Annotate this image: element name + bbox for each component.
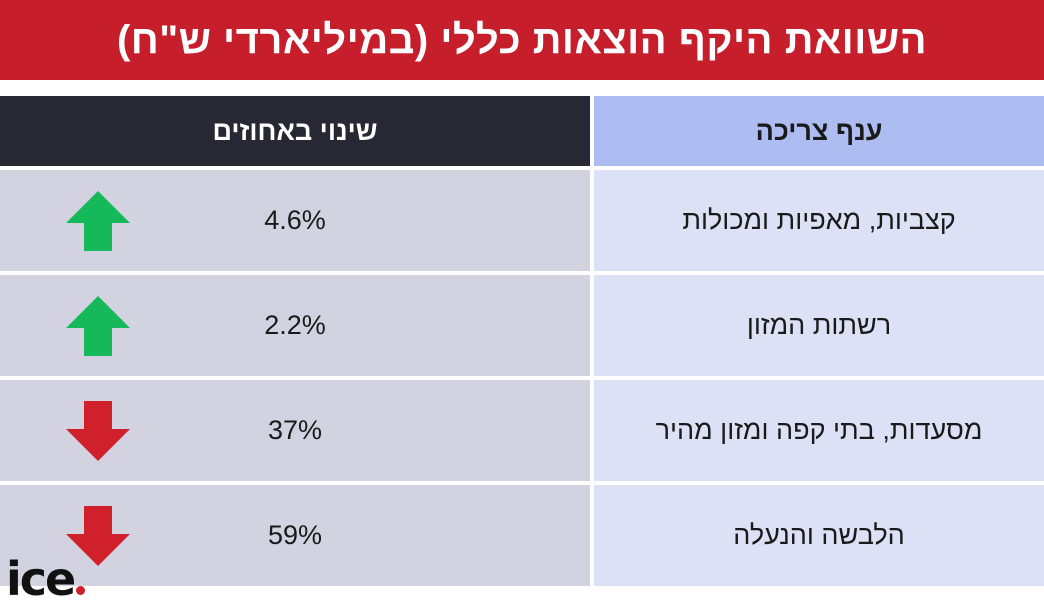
header-category-label: ענף צריכה xyxy=(755,115,883,146)
change-cell: 37% xyxy=(0,380,590,481)
change-value: 2.2% xyxy=(264,310,326,340)
arrow-down-icon xyxy=(66,505,130,566)
category-label: מסעדות, בתי קפה ומזון מהיר xyxy=(655,415,983,445)
ice-logo: ice xyxy=(6,552,86,606)
column-divider xyxy=(590,170,594,271)
logo-dot xyxy=(76,586,86,595)
arrow-up-icon xyxy=(66,190,130,251)
category-cell: רשתות המזון xyxy=(594,275,1044,376)
category-cell: הלבשה והנעלה xyxy=(594,485,1044,586)
arrow-up-icon xyxy=(66,295,130,356)
table-row: 4.6% קצביות, מאפיות ומכולות xyxy=(0,170,1044,271)
change-cell: 2.2% xyxy=(0,275,590,376)
logo-text: ice xyxy=(6,552,76,606)
change-value: 59% xyxy=(267,520,323,550)
arrow-down-icon xyxy=(66,400,130,461)
table-row: 2.2% רשתות המזון xyxy=(0,275,1044,376)
column-divider xyxy=(590,380,594,481)
category-label: קצביות, מאפיות ומכולות xyxy=(682,205,956,235)
column-divider xyxy=(590,275,594,376)
category-cell: קצביות, מאפיות ומכולות xyxy=(594,170,1044,271)
table-row: 37% מסעדות, בתי קפה ומזון מהיר xyxy=(0,380,1044,481)
header-category-cell: ענף צריכה xyxy=(594,96,1044,166)
column-divider xyxy=(590,96,594,166)
column-divider xyxy=(590,485,594,586)
category-cell: מסעדות, בתי קפה ומזון מהיר xyxy=(594,380,1044,481)
change-value: 37% xyxy=(267,415,323,445)
comparison-table: שינוי באחוזים ענף צריכה 4.6% קצביות, מאפ… xyxy=(0,96,1044,586)
change-cell: 4.6% xyxy=(0,170,590,271)
change-value: 4.6% xyxy=(264,205,326,235)
page-title: השוואת היקף הוצאות כללי (במיליארדי ש"ח) xyxy=(116,17,928,62)
category-label: רשתות המזון xyxy=(746,310,892,340)
category-label: הלבשה והנעלה xyxy=(733,520,905,550)
header-change-label: שינוי באחוזים xyxy=(212,115,378,146)
title-bar: השוואת היקף הוצאות כללי (במיליארדי ש"ח) xyxy=(0,0,1044,80)
header-change-cell: שינוי באחוזים xyxy=(0,96,590,166)
table-header-row: שינוי באחוזים ענף צריכה xyxy=(0,96,1044,166)
change-cell: 59% xyxy=(0,485,590,586)
table-row: 59% הלבשה והנעלה xyxy=(0,485,1044,586)
